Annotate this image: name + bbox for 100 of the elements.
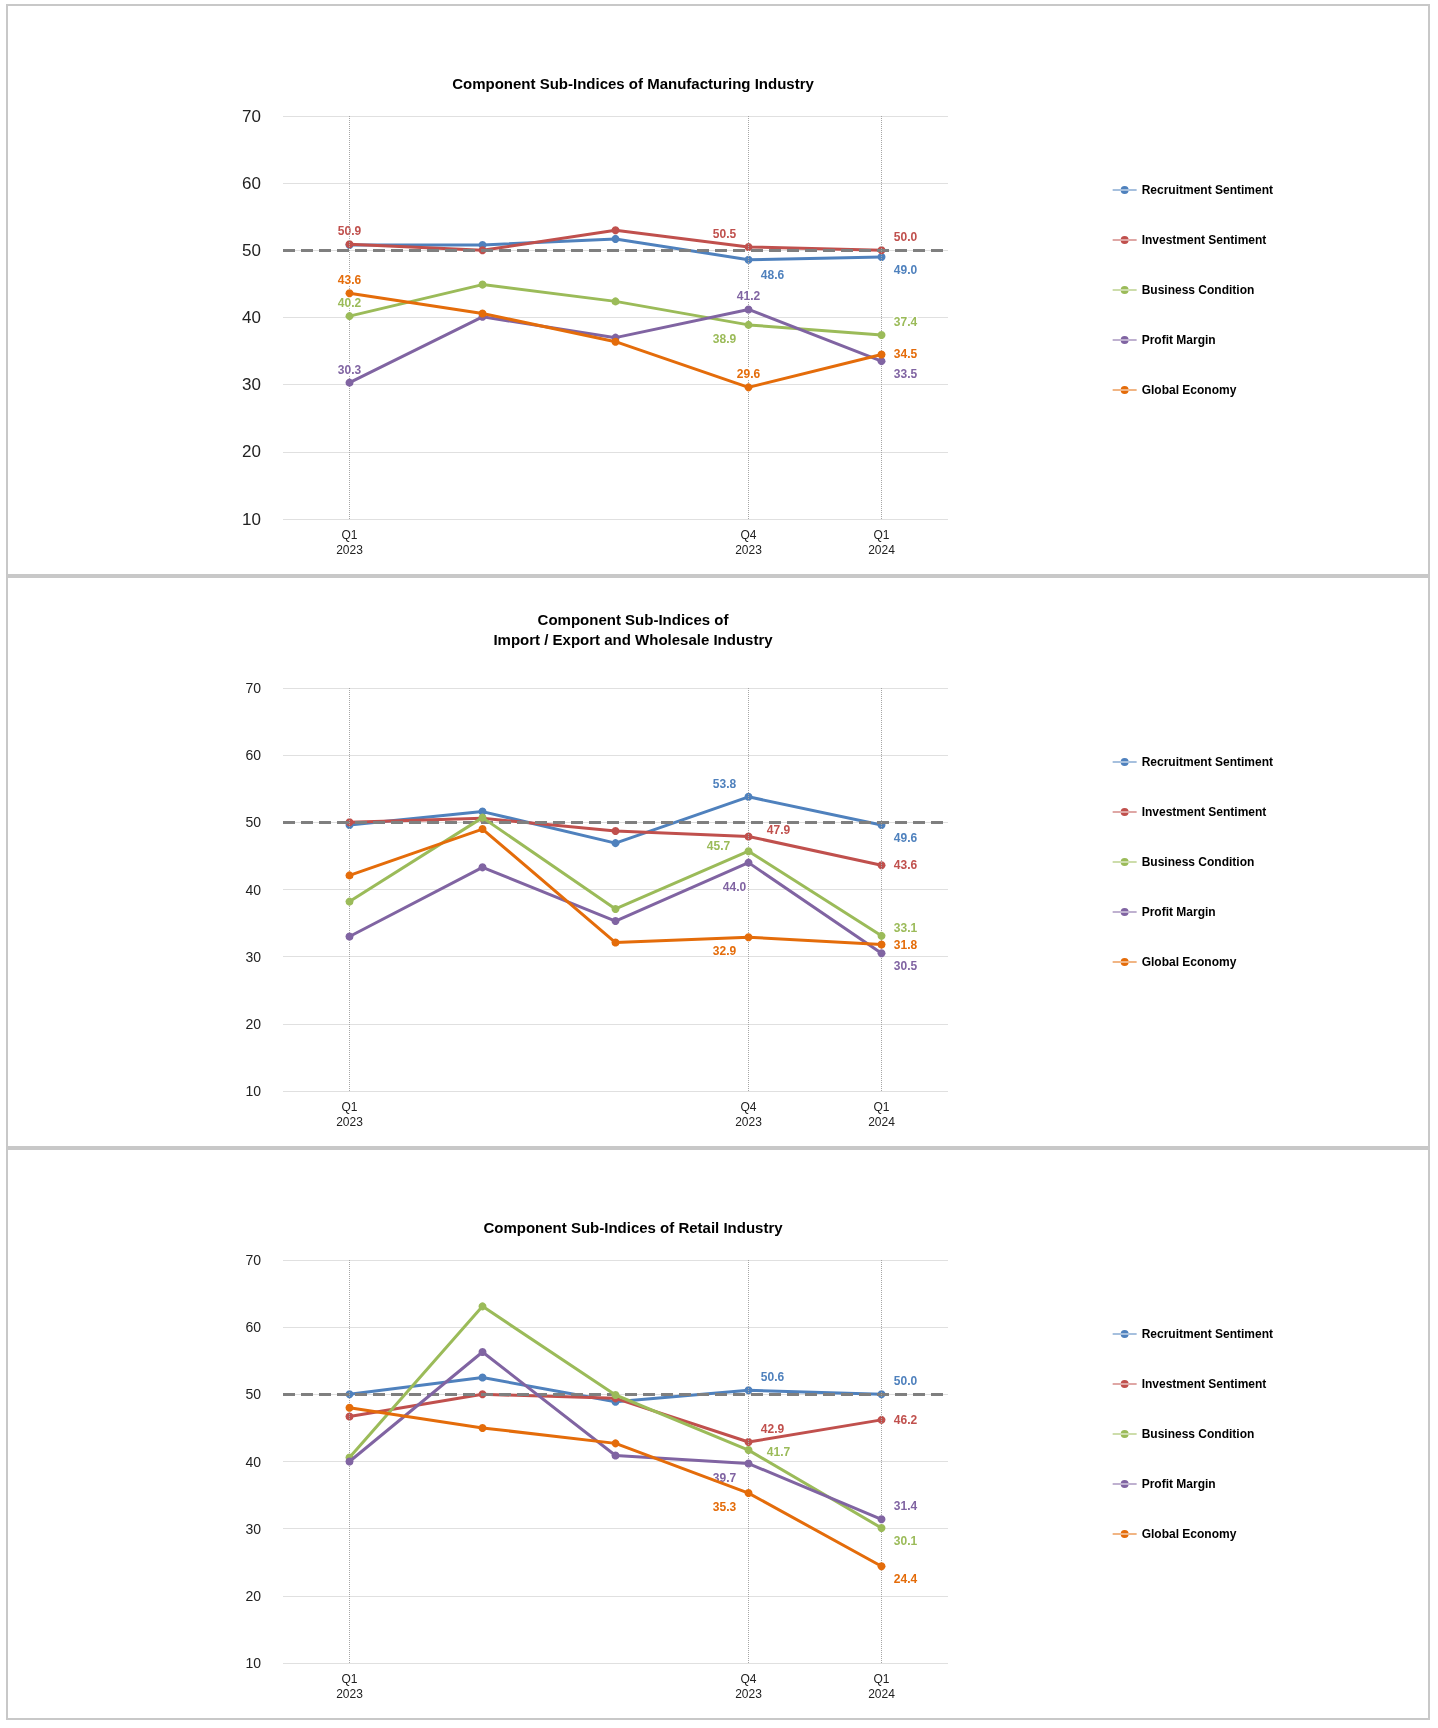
data-label: 24.4	[893, 1572, 918, 1587]
point	[478, 825, 487, 834]
point	[611, 839, 620, 848]
y-tick-label: 20	[245, 1587, 262, 1604]
data-label: 42.9	[760, 1422, 785, 1437]
point	[478, 863, 487, 872]
point	[877, 350, 886, 359]
legend-label: Profit Margin	[1141, 333, 1216, 347]
point	[877, 1524, 886, 1532]
point	[611, 297, 620, 306]
point	[345, 932, 354, 941]
point	[877, 940, 886, 949]
legend-label: Investment Sentiment	[1141, 805, 1267, 819]
data-label: 50.0	[893, 1374, 918, 1389]
data-label: 35.3	[712, 1500, 737, 1515]
data-label: 30.5	[893, 959, 918, 974]
data-label: 43.6	[337, 273, 362, 288]
legend-label: Recruitment Sentiment	[1141, 1327, 1273, 1341]
legend-label: Business Condition	[1141, 1427, 1255, 1441]
data-label: 50.5	[712, 226, 737, 241]
point	[744, 1489, 753, 1498]
point	[877, 330, 886, 339]
y-tick-label: 20	[242, 442, 261, 462]
data-label: 30.3	[337, 362, 362, 377]
y-tick-label: 30	[242, 375, 261, 395]
point	[877, 1562, 886, 1571]
point	[611, 1439, 620, 1448]
point	[877, 949, 886, 958]
data-label: 47.9	[766, 823, 791, 838]
x-tick-label: Q1 2024	[868, 1099, 896, 1129]
y-tick-label: 50	[245, 1386, 262, 1403]
y-tick-label: 10	[245, 1655, 262, 1671]
point	[345, 378, 354, 387]
data-label: 48.6	[760, 267, 785, 282]
data-label: 50.6	[760, 1370, 785, 1385]
y-tick-label: 60	[245, 1319, 262, 1336]
point	[345, 312, 354, 321]
point	[611, 904, 620, 913]
legend-label: Profit Margin	[1141, 1477, 1216, 1491]
legend-label: Recruitment Sentiment	[1141, 183, 1273, 197]
point	[611, 917, 620, 926]
x-tick-label: Q1 2024	[868, 1671, 896, 1701]
legend-label: Business Condition	[1141, 855, 1255, 869]
data-label: 43.6	[893, 858, 918, 873]
x-tick-label: Q1 2023	[336, 1671, 364, 1701]
y-tick-label: 40	[245, 881, 262, 898]
y-tick-label: 50	[245, 814, 262, 831]
data-label: 33.5	[893, 367, 918, 382]
point	[877, 1515, 886, 1524]
point	[611, 1451, 620, 1460]
point	[744, 858, 753, 867]
y-tick-label: 40	[245, 1453, 262, 1470]
y-tick-label: 50	[242, 240, 261, 260]
y-tick-label: 10	[245, 1083, 262, 1099]
data-label: 49.0	[893, 263, 918, 278]
legend-label: Recruitment Sentiment	[1141, 755, 1273, 769]
x-tick-label: Q1 2023	[336, 527, 364, 557]
point	[744, 1459, 753, 1468]
point	[478, 1302, 487, 1311]
point	[744, 383, 753, 392]
data-label: 29.6	[736, 367, 761, 382]
point	[744, 320, 753, 329]
point	[611, 827, 620, 836]
point	[877, 357, 886, 366]
y-tick-label: 40	[242, 308, 261, 327]
legend-label: Investment Sentiment	[1141, 1377, 1267, 1391]
point	[611, 226, 620, 235]
point	[744, 847, 753, 856]
y-tick-label: 60	[242, 173, 261, 193]
point	[744, 305, 753, 314]
point	[345, 289, 354, 298]
data-label: 37.4	[893, 314, 918, 329]
point	[611, 1391, 620, 1399]
legend-label: Investment Sentiment	[1141, 233, 1267, 247]
data-label: 41.7	[766, 1445, 791, 1460]
data-label: 50.0	[893, 230, 918, 245]
x-tick-label: Q1 2024	[868, 527, 896, 557]
legend-label: Profit Margin	[1141, 905, 1216, 919]
data-label: 40.2	[337, 296, 362, 311]
chart-title: Component Sub-Indices of Import / Export and Wholesale Industry	[493, 610, 774, 648]
data-label: 45.7	[706, 839, 731, 854]
data-label: 41.2	[736, 289, 761, 304]
data-label: 34.5	[893, 347, 918, 362]
data-label: 33.1	[893, 920, 918, 935]
x-tick-label: Q4 2023	[735, 1671, 763, 1701]
x-tick-label: Q4 2023	[735, 1099, 763, 1129]
data-label: 38.9	[712, 331, 737, 346]
data-label: 30.1	[893, 1533, 918, 1548]
data-label: 46.2	[893, 1412, 918, 1427]
point	[877, 931, 886, 940]
data-label: 31.8	[893, 937, 918, 952]
point	[611, 234, 620, 243]
point	[345, 897, 354, 906]
y-tick-label: 70	[242, 106, 261, 126]
data-label: 32.9	[712, 944, 737, 959]
y-tick-label: 70	[245, 680, 262, 696]
point	[478, 1348, 487, 1357]
data-label: 53.8	[712, 776, 737, 791]
y-tick-label: 30	[245, 1520, 262, 1537]
legend-label: Global Economy	[1141, 383, 1237, 397]
